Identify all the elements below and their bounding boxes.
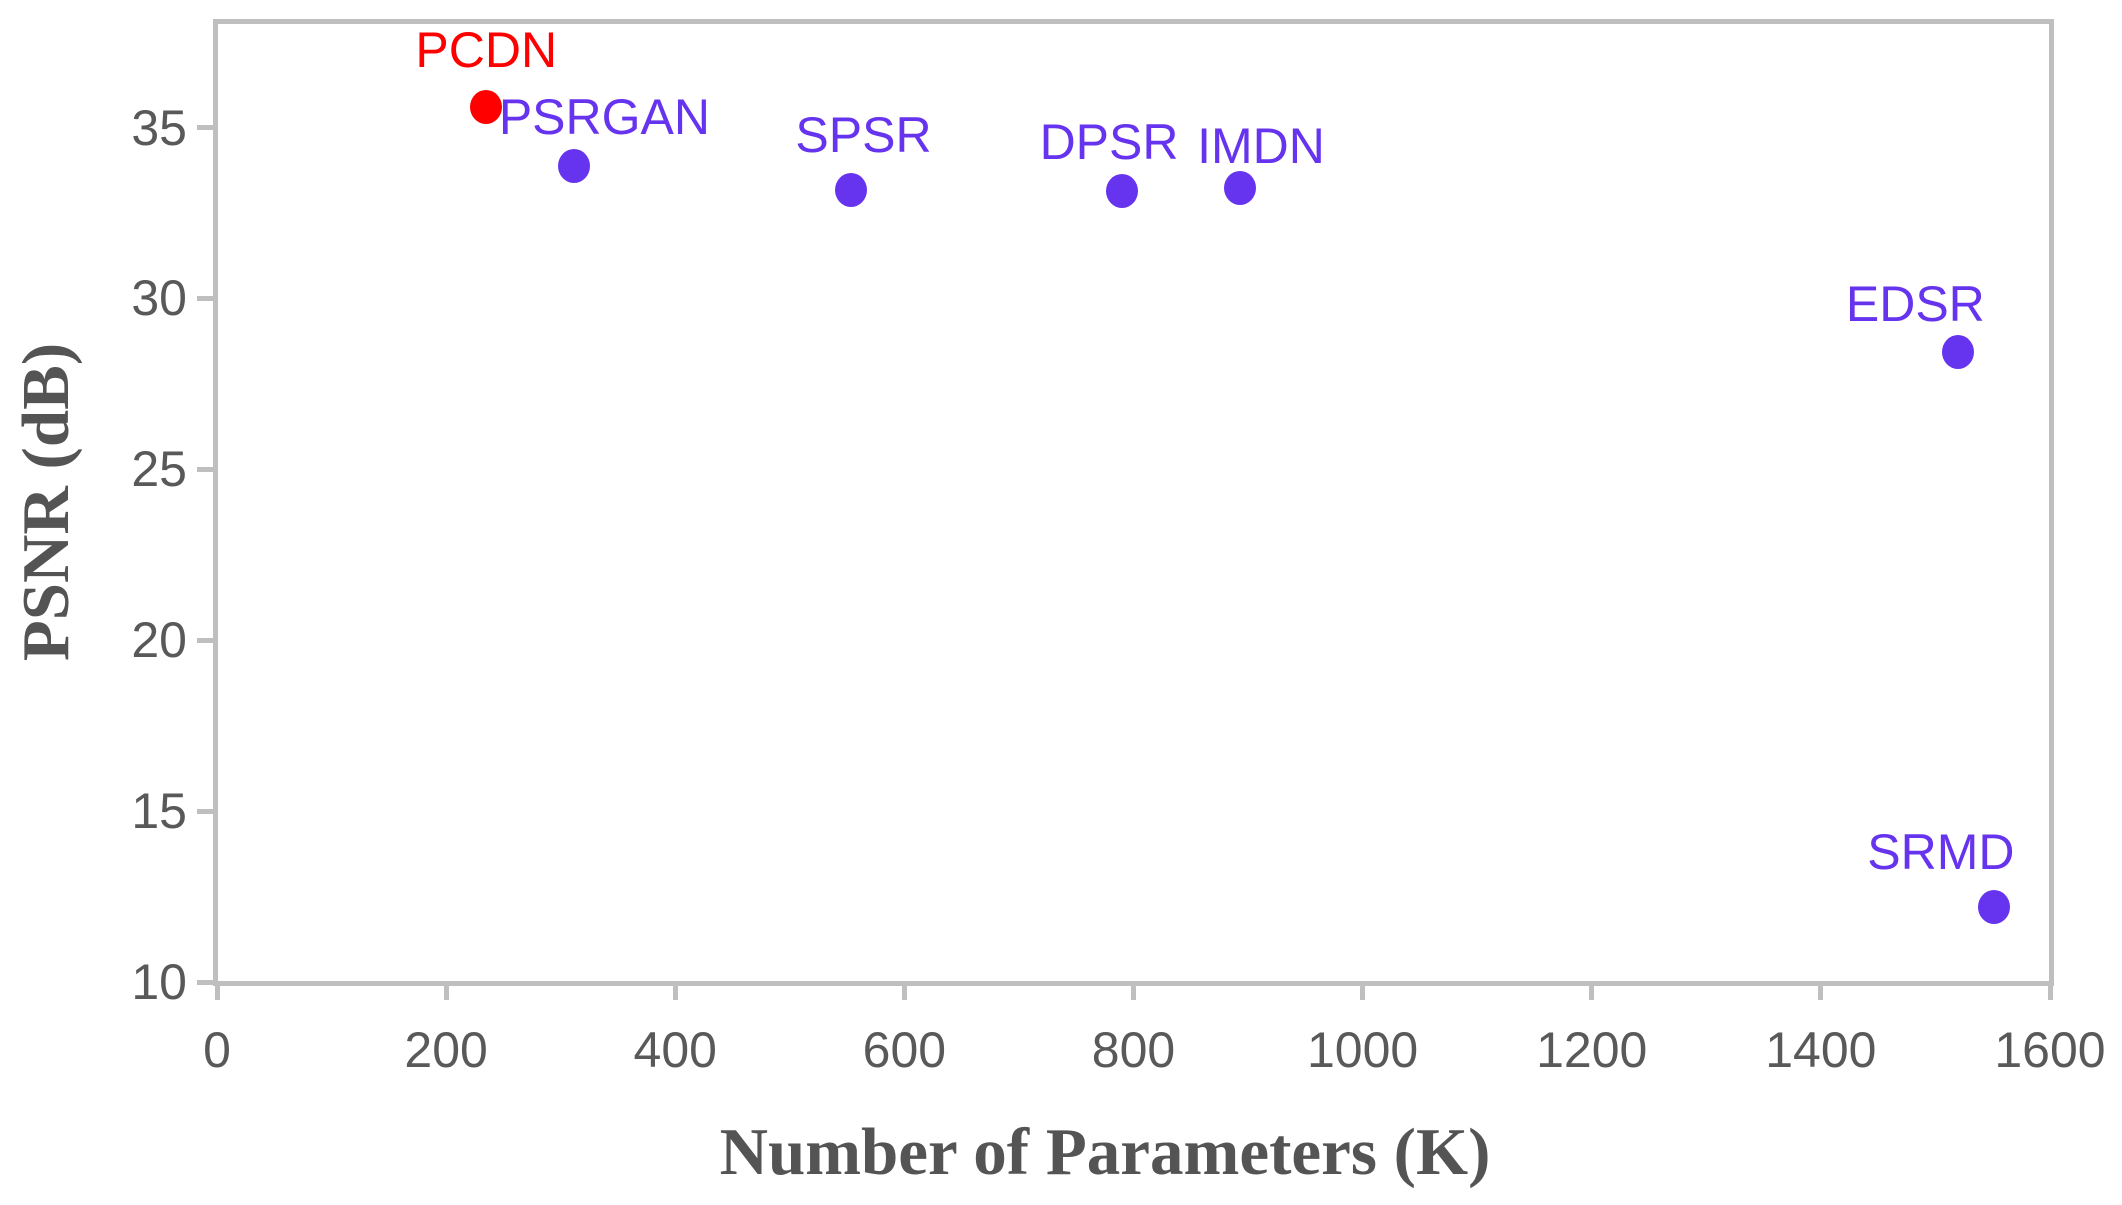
y-tick-mark (197, 637, 215, 643)
x-tick-label: 800 (1091, 1022, 1176, 1078)
point-label-spsr: SPSR (795, 107, 932, 164)
x-tick-mark (901, 982, 907, 1000)
point-edsr (1942, 335, 1975, 370)
x-axis-title: Number of Parameters (K) (719, 1115, 1491, 1189)
x-tick-label: 1000 (1307, 1022, 1419, 1078)
y-tick-mark (197, 808, 215, 814)
x-tick-mark (1589, 982, 1595, 1000)
y-tick-mark (197, 295, 215, 301)
point-label-psrgan: PSRGAN (498, 89, 710, 146)
point-label-imdn: IMDN (1197, 118, 1325, 175)
y-tick-label: 15 (131, 783, 187, 840)
y-tick-label: 35 (131, 99, 187, 156)
x-tick-mark (214, 982, 220, 1000)
y-tick-mark (197, 125, 215, 131)
x-tick-label: 400 (633, 1022, 717, 1078)
y-tick-label: 25 (131, 441, 187, 498)
x-tick-mark (1360, 982, 1366, 1000)
point-label-dpsr: DPSR (1039, 114, 1179, 171)
x-tick-mark (443, 982, 449, 1000)
point-pcdn (470, 90, 503, 125)
y-tick-mark (197, 466, 215, 472)
x-tick-label: 0 (203, 1022, 231, 1078)
point-psrgan (558, 149, 591, 184)
point-label-pcdn: PCDN (415, 22, 558, 79)
point-imdn (1224, 171, 1257, 206)
x-tick-label: 200 (404, 1022, 488, 1078)
y-axis-title: PSNR (dB) (9, 342, 83, 662)
point-label-edsr: EDSR (1845, 276, 1985, 333)
y-tick-mark (197, 979, 215, 985)
x-tick-mark (2047, 982, 2053, 1000)
x-tick-label: 1400 (1765, 1022, 1877, 1078)
y-tick-label: 20 (131, 612, 187, 669)
x-tick-mark (1818, 982, 1824, 1000)
point-srmd (1977, 889, 2010, 924)
x-tick-label: 1200 (1536, 1022, 1648, 1078)
x-tick-label: 600 (862, 1022, 947, 1078)
x-tick-mark (1131, 982, 1136, 1000)
y-tick-label: 30 (131, 270, 187, 327)
x-tick-label: 1600 (1994, 1022, 2106, 1078)
x-tick-mark (672, 982, 678, 1000)
point-label-srmd: SRMD (1867, 823, 2015, 880)
point-spsr (834, 173, 867, 208)
y-tick-label: 10 (131, 954, 187, 1010)
point-dpsr (1106, 174, 1139, 209)
